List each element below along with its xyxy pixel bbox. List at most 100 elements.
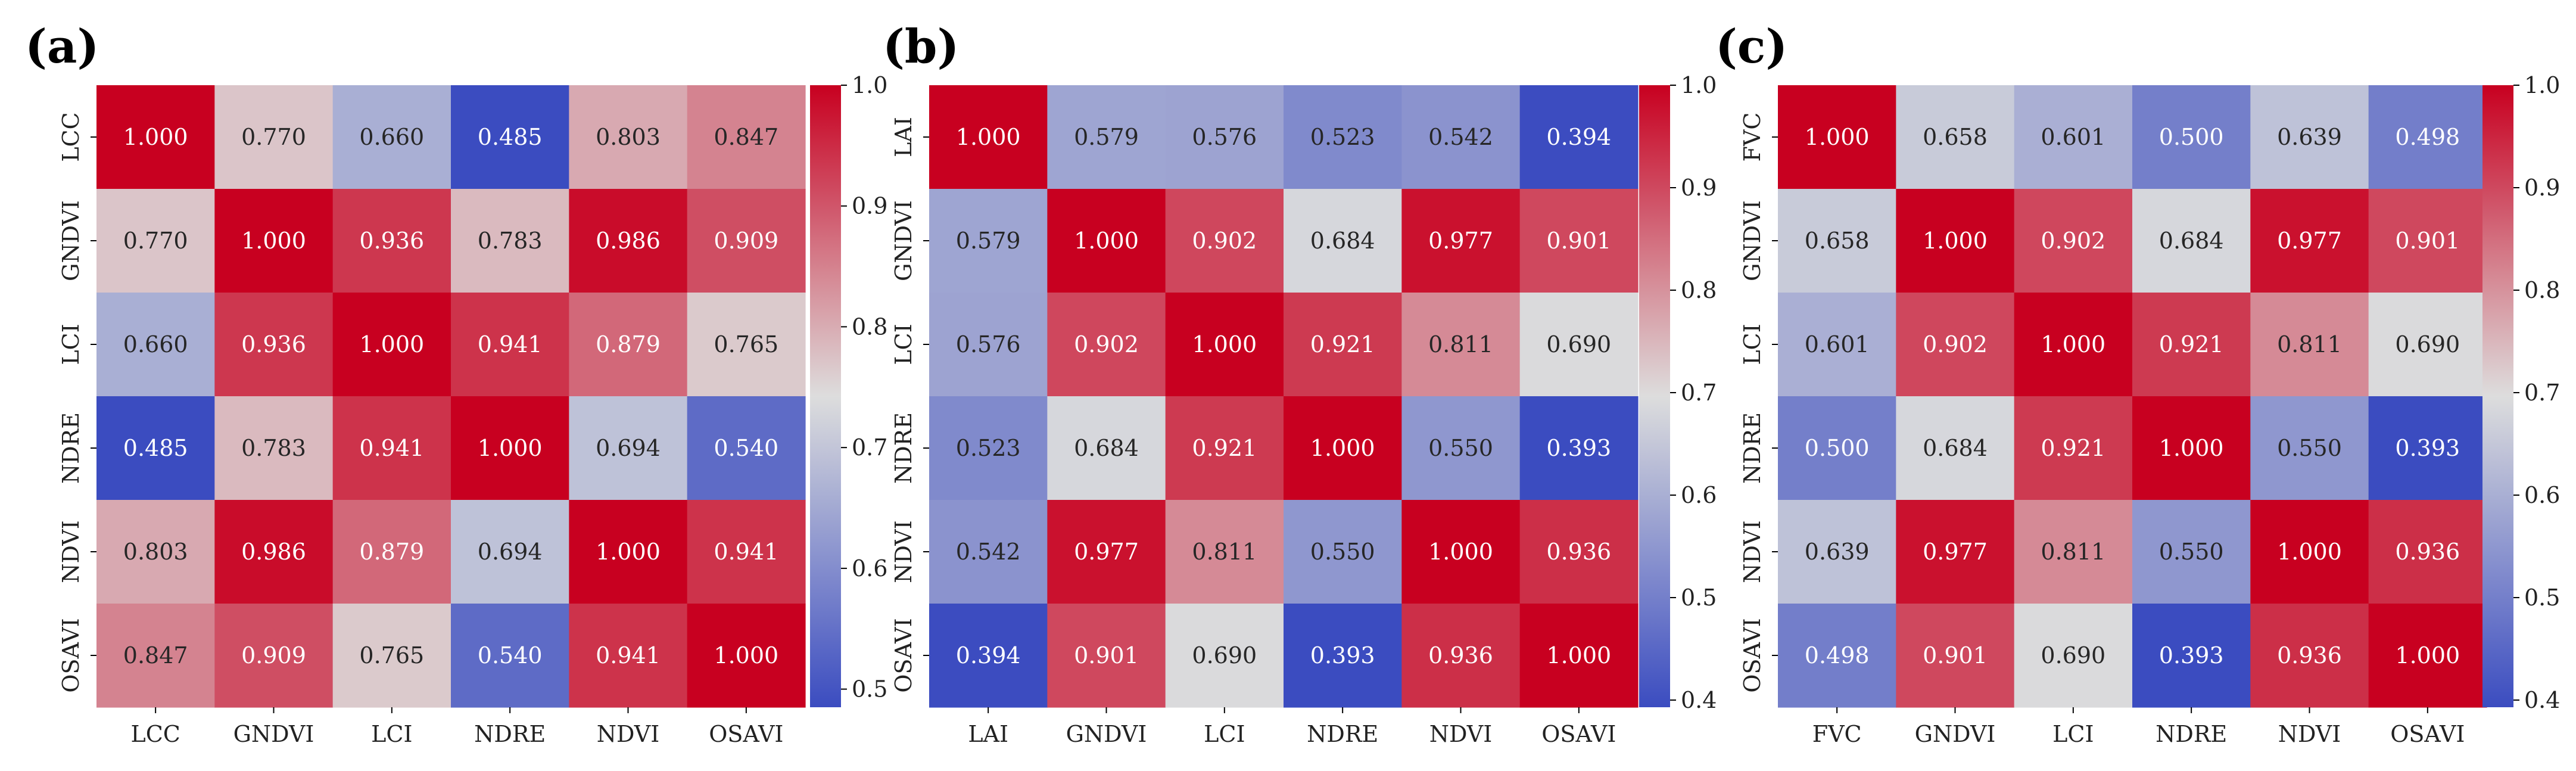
cell-value: 0.658 bbox=[1805, 228, 1870, 254]
colorbar bbox=[2482, 85, 2513, 707]
cell-value: 0.783 bbox=[241, 435, 306, 461]
heatmap-cell bbox=[2368, 293, 2487, 397]
heatmap-cell bbox=[2014, 189, 2133, 293]
y-tick-label: OSAVI bbox=[1739, 618, 1765, 692]
heatmap-cell bbox=[1778, 500, 1896, 604]
heatmap-cell bbox=[1896, 500, 2015, 604]
cell-value: 1.000 bbox=[1310, 435, 1375, 461]
colorbar-tick-label: 0.7 bbox=[2524, 380, 2560, 406]
heatmap-cell bbox=[2014, 396, 2133, 500]
cell-value: 0.576 bbox=[956, 331, 1021, 357]
heatmap-cell bbox=[1519, 293, 1639, 397]
x-tick-label: NDVI bbox=[1429, 721, 1493, 747]
cell-value: 0.639 bbox=[2277, 124, 2342, 150]
heatmap-cell bbox=[687, 293, 806, 397]
colorbar-tick-label: 0.8 bbox=[2524, 277, 2560, 303]
heatmap-cell bbox=[2368, 85, 2487, 189]
heatmap-cell bbox=[1401, 500, 1521, 604]
colorbar-tick-label: 0.6 bbox=[1681, 482, 1717, 508]
heatmap-cell bbox=[1401, 604, 1521, 708]
cell-value: 1.000 bbox=[596, 539, 661, 565]
heatmap-cell bbox=[1047, 85, 1166, 189]
cell-value: 0.500 bbox=[2159, 124, 2224, 150]
cell-value: 0.921 bbox=[1192, 435, 1257, 461]
heatmap-cell bbox=[332, 500, 451, 604]
heatmap-cell bbox=[96, 604, 215, 708]
heatmap-panel-1: (a) 1.000 0.770 0.660 0.485 0.803 0.847 0.770 1.… bbox=[25, 20, 887, 747]
heatmap-cell bbox=[2014, 85, 2133, 189]
heatmap-cell bbox=[451, 85, 569, 189]
heatmap-cell bbox=[1047, 189, 1166, 293]
cell-value: 0.909 bbox=[241, 642, 306, 669]
cell-value: 0.936 bbox=[1546, 539, 1611, 565]
colorbar bbox=[1639, 85, 1670, 707]
heatmap-cell bbox=[1519, 396, 1639, 500]
x-tick-label: GNDVI bbox=[233, 721, 314, 747]
panel-label: (a) bbox=[25, 20, 99, 74]
heatmap-cell bbox=[1047, 293, 1166, 397]
heatmap-cell bbox=[451, 293, 569, 397]
y-tick-label: LCI bbox=[1739, 324, 1765, 365]
x-tick-label: LCI bbox=[371, 721, 412, 747]
cell-value: 1.000 bbox=[1923, 228, 1988, 254]
y-tick-label: OSAVI bbox=[58, 618, 84, 692]
cell-value: 0.901 bbox=[1923, 642, 1988, 669]
heatmap-cell bbox=[96, 293, 215, 397]
cell-value: 1.000 bbox=[2041, 331, 2105, 357]
heatmap-cell bbox=[214, 604, 334, 708]
heatmap-cell bbox=[2132, 500, 2251, 604]
cell-value: 1.000 bbox=[2277, 539, 2342, 565]
heatmap-cell bbox=[214, 396, 334, 500]
heatmap-cell bbox=[569, 189, 688, 293]
cell-value: 0.902 bbox=[1192, 228, 1257, 254]
cell-value: 0.694 bbox=[596, 435, 661, 461]
colorbar-tick-label: 1.0 bbox=[2524, 72, 2560, 98]
heatmap-cell bbox=[1165, 396, 1284, 500]
heatmap-cell bbox=[1284, 85, 1402, 189]
colorbar-tick-label: 0.9 bbox=[2524, 175, 2560, 201]
cell-value: 0.485 bbox=[478, 124, 543, 150]
cell-value: 1.000 bbox=[1074, 228, 1139, 254]
colorbar-tick-label: 0.7 bbox=[1681, 380, 1717, 406]
colorbar-tick-label: 0.4 bbox=[1681, 687, 1717, 713]
cell-value: 1.000 bbox=[241, 228, 306, 254]
x-tick-label: OSAVI bbox=[709, 721, 783, 747]
x-tick-label: NDVI bbox=[597, 721, 660, 747]
cell-value: 0.811 bbox=[2041, 539, 2105, 565]
heatmap-cell bbox=[687, 85, 806, 189]
heatmap-cell bbox=[2250, 396, 2369, 500]
cell-value: 0.977 bbox=[1428, 228, 1493, 254]
heatmap-cell bbox=[2250, 293, 2369, 397]
heatmap-cell bbox=[451, 396, 569, 500]
heatmap-cell bbox=[332, 85, 451, 189]
cell-value: 0.879 bbox=[596, 331, 661, 357]
y-tick-label: GNDVI bbox=[58, 200, 84, 281]
colorbar-tick-label: 0.8 bbox=[1681, 277, 1717, 303]
heatmap-cell bbox=[214, 500, 334, 604]
heatmap-cell bbox=[929, 500, 1048, 604]
colorbar-tick-label: 0.6 bbox=[852, 555, 887, 582]
colorbar-tick-label: 1.0 bbox=[852, 72, 887, 98]
cell-value: 0.936 bbox=[2277, 642, 2342, 669]
y-tick-label: GNDVI bbox=[1739, 200, 1765, 281]
cell-value: 0.393 bbox=[2395, 435, 2460, 461]
cell-value: 0.921 bbox=[1310, 331, 1375, 357]
heatmap-cell bbox=[929, 189, 1048, 293]
heatmap-cell bbox=[1165, 604, 1284, 708]
cell-value: 0.986 bbox=[596, 228, 661, 254]
cell-value: 0.576 bbox=[1192, 124, 1257, 150]
cell-value: 0.550 bbox=[1310, 539, 1375, 565]
heatmap-cell bbox=[1896, 396, 2015, 500]
cell-value: 0.540 bbox=[478, 642, 543, 669]
cell-value: 0.690 bbox=[1192, 642, 1257, 669]
x-tick-label: LAI bbox=[968, 721, 1008, 747]
cell-value: 0.901 bbox=[1074, 642, 1139, 669]
heatmap-cell bbox=[929, 293, 1048, 397]
cell-value: 0.550 bbox=[2277, 435, 2342, 461]
x-tick-label: GNDVI bbox=[1915, 721, 1996, 747]
cell-value: 0.540 bbox=[714, 435, 778, 461]
heatmap-cell bbox=[214, 189, 334, 293]
cell-value: 0.765 bbox=[359, 642, 424, 669]
panel-label: (b) bbox=[883, 20, 959, 74]
colorbar-tick-label: 0.7 bbox=[852, 434, 887, 461]
